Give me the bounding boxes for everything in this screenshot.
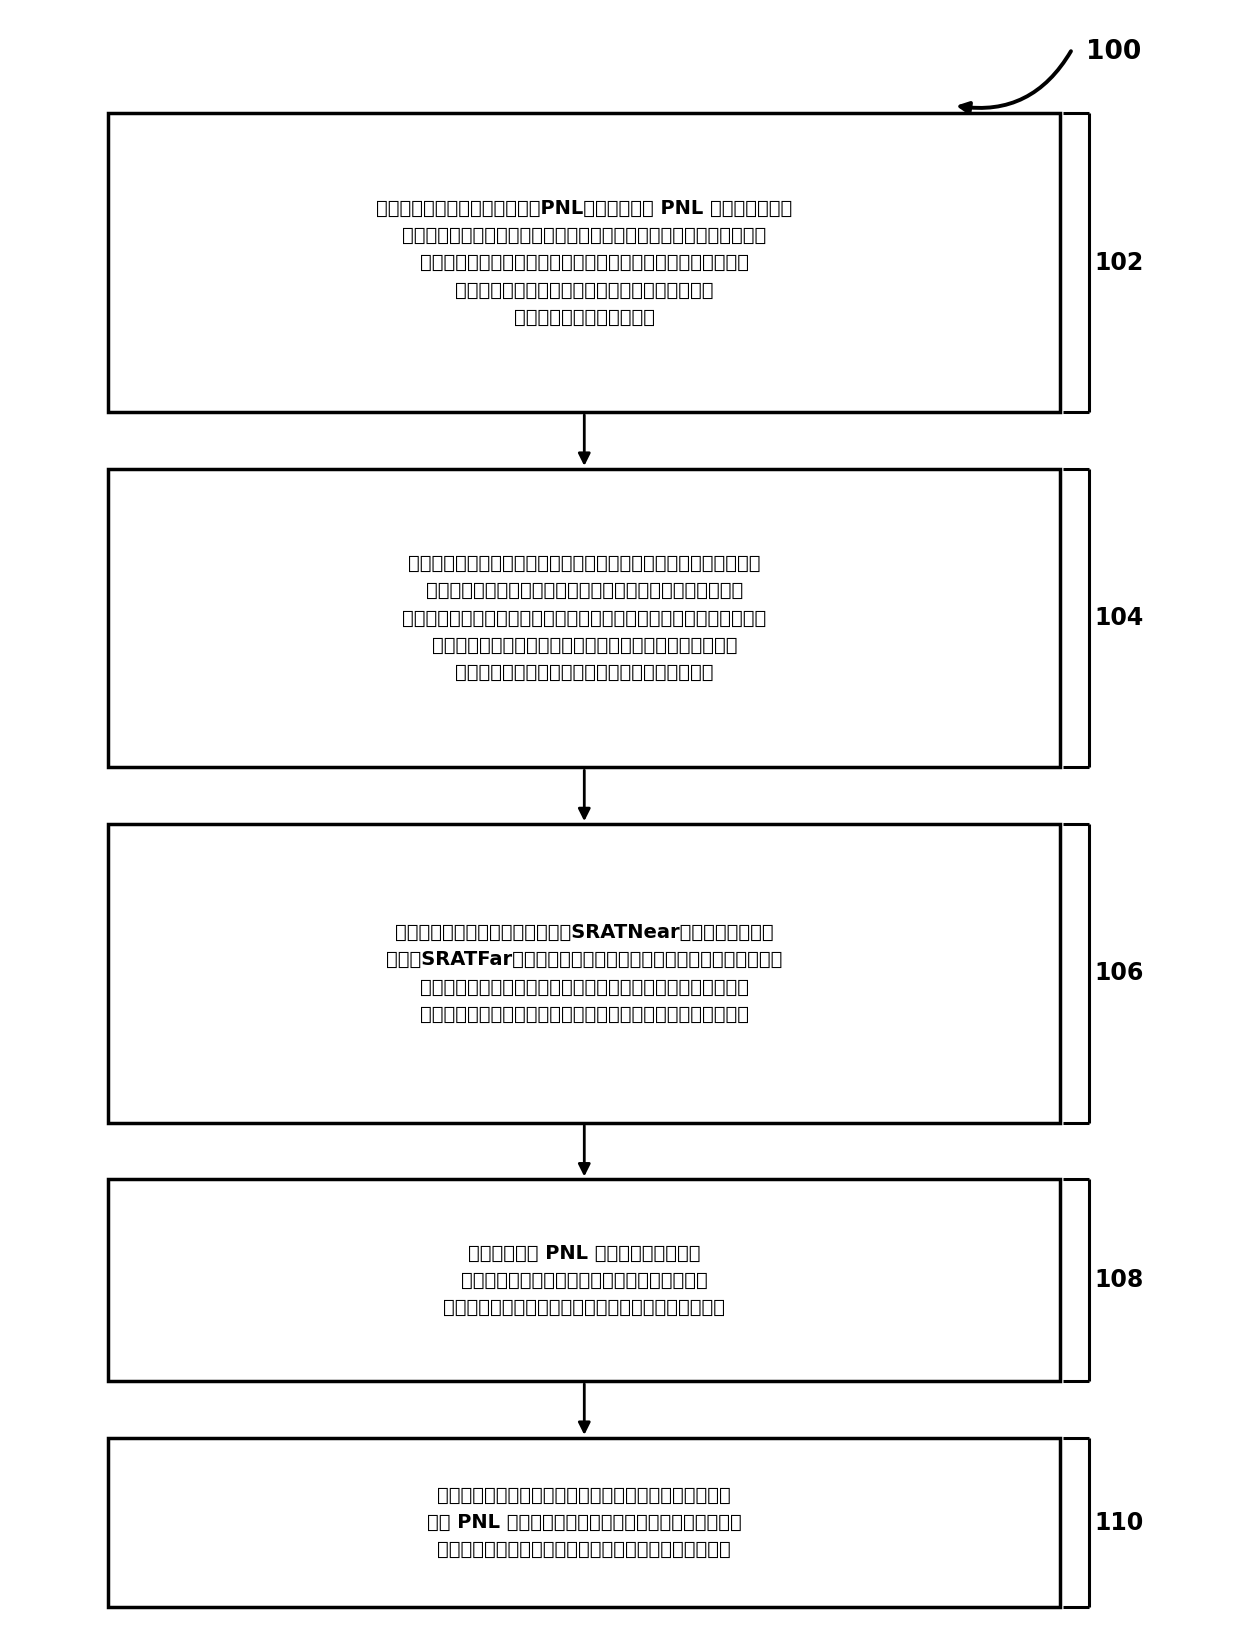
FancyBboxPatch shape — [108, 824, 1060, 1122]
FancyBboxPatch shape — [108, 468, 1060, 768]
Text: 由计算机接收由脉冲中子测井（PNL）工具生成的 PNL 工具数据集合，
从地层的井眼获得数据集合并且数据集合包括近探测器伽玛射线谱集合
和远探测器伽玛射线谱集合: 由计算机接收由脉冲中子测井（PNL）工具生成的 PNL 工具数据集合， 从地层的… — [376, 199, 792, 326]
Text: 由计算机使用 PNL 工具表征数据库利用
近探测器盐度比率计算近探测器表观盐度比率，
并且利用远探测器盐度比率计算远探测器表观盐度比率: 由计算机使用 PNL 工具表征数据库利用 近探测器盐度比率计算近探测器表观盐度比… — [443, 1244, 725, 1317]
Text: 由计算机使用标准元素数据库和数据回归方法计算用于近非弹性谱的
元素的第一集合系数、用于近俘获谱的元素的第二集合系数、
用于远非弹性谱的第三集合系数、以及用于远俘: 由计算机使用标准元素数据库和数据回归方法计算用于近非弹性谱的 元素的第一集合系数… — [402, 554, 766, 682]
Text: 106: 106 — [1094, 961, 1143, 986]
Text: 108: 108 — [1094, 1269, 1143, 1292]
FancyBboxPatch shape — [108, 114, 1060, 412]
Text: 由计算机使用近探测器盐度比率和远探测器表观盐度比率
以及 PNL 工具表征数据库来计算井眼盐度和地层盐度，
其中计算井眼盐度和地层水盐度不使用地层的水饱和度值: 由计算机使用近探测器盐度比率和远探测器表观盐度比率 以及 PNL 工具表征数据库… — [427, 1486, 742, 1559]
FancyBboxPatch shape — [108, 1180, 1060, 1381]
Text: 100: 100 — [1086, 40, 1142, 64]
FancyBboxPatch shape — [108, 1437, 1060, 1607]
Text: 104: 104 — [1094, 606, 1143, 630]
Text: 由计算机计算近探测器盐度比率（SRATNear）和远探测器盐度
比率（SRATFar），其中近探测器盐度比率等于第二集合系数中氯的
系数与第一集合系数中氧的系数: 由计算机计算近探测器盐度比率（SRATNear）和远探测器盐度 比率（SRATF… — [386, 923, 782, 1023]
Text: 110: 110 — [1094, 1511, 1143, 1534]
Text: 102: 102 — [1094, 250, 1143, 275]
